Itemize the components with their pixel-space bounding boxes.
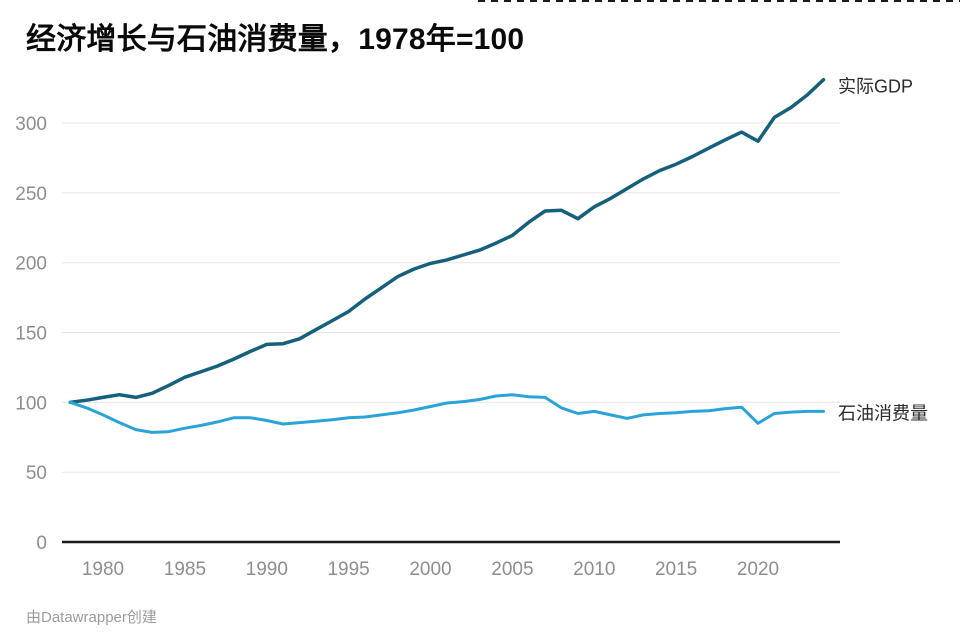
x-tick-label: 2000 <box>409 559 451 580</box>
y-tick-label: 0 <box>36 533 47 554</box>
attribution-text: 由Datawrapper创建 <box>26 609 157 626</box>
x-tick-label: 2015 <box>655 559 697 580</box>
x-tick-label: 1985 <box>164 559 206 580</box>
y-tick-label: 50 <box>26 463 47 484</box>
x-tick-label: 1980 <box>82 559 124 580</box>
y-tick-label: 200 <box>15 254 47 275</box>
top-edge-clipped-text-artifact <box>478 0 960 2</box>
oil-line-label: 石油消费量 <box>838 403 928 423</box>
x-tick-label: 2010 <box>573 559 615 580</box>
chart-title: 经济增长与石油消费量，1978年=100 <box>26 23 525 56</box>
gdp-line <box>68 77 826 405</box>
oil-line <box>68 393 825 434</box>
x-tick-label: 2020 <box>737 559 779 580</box>
gdp-line-label: 实际GDP <box>838 77 913 97</box>
y-tick-label: 150 <box>15 324 47 345</box>
x-tick-label: 1995 <box>327 559 369 580</box>
x-tick-label: 2005 <box>491 559 533 580</box>
y-tick-label: 300 <box>15 114 47 135</box>
x-tick-label: 1990 <box>246 559 288 580</box>
y-tick-label: 250 <box>15 184 47 205</box>
y-tick-label: 100 <box>15 393 47 414</box>
